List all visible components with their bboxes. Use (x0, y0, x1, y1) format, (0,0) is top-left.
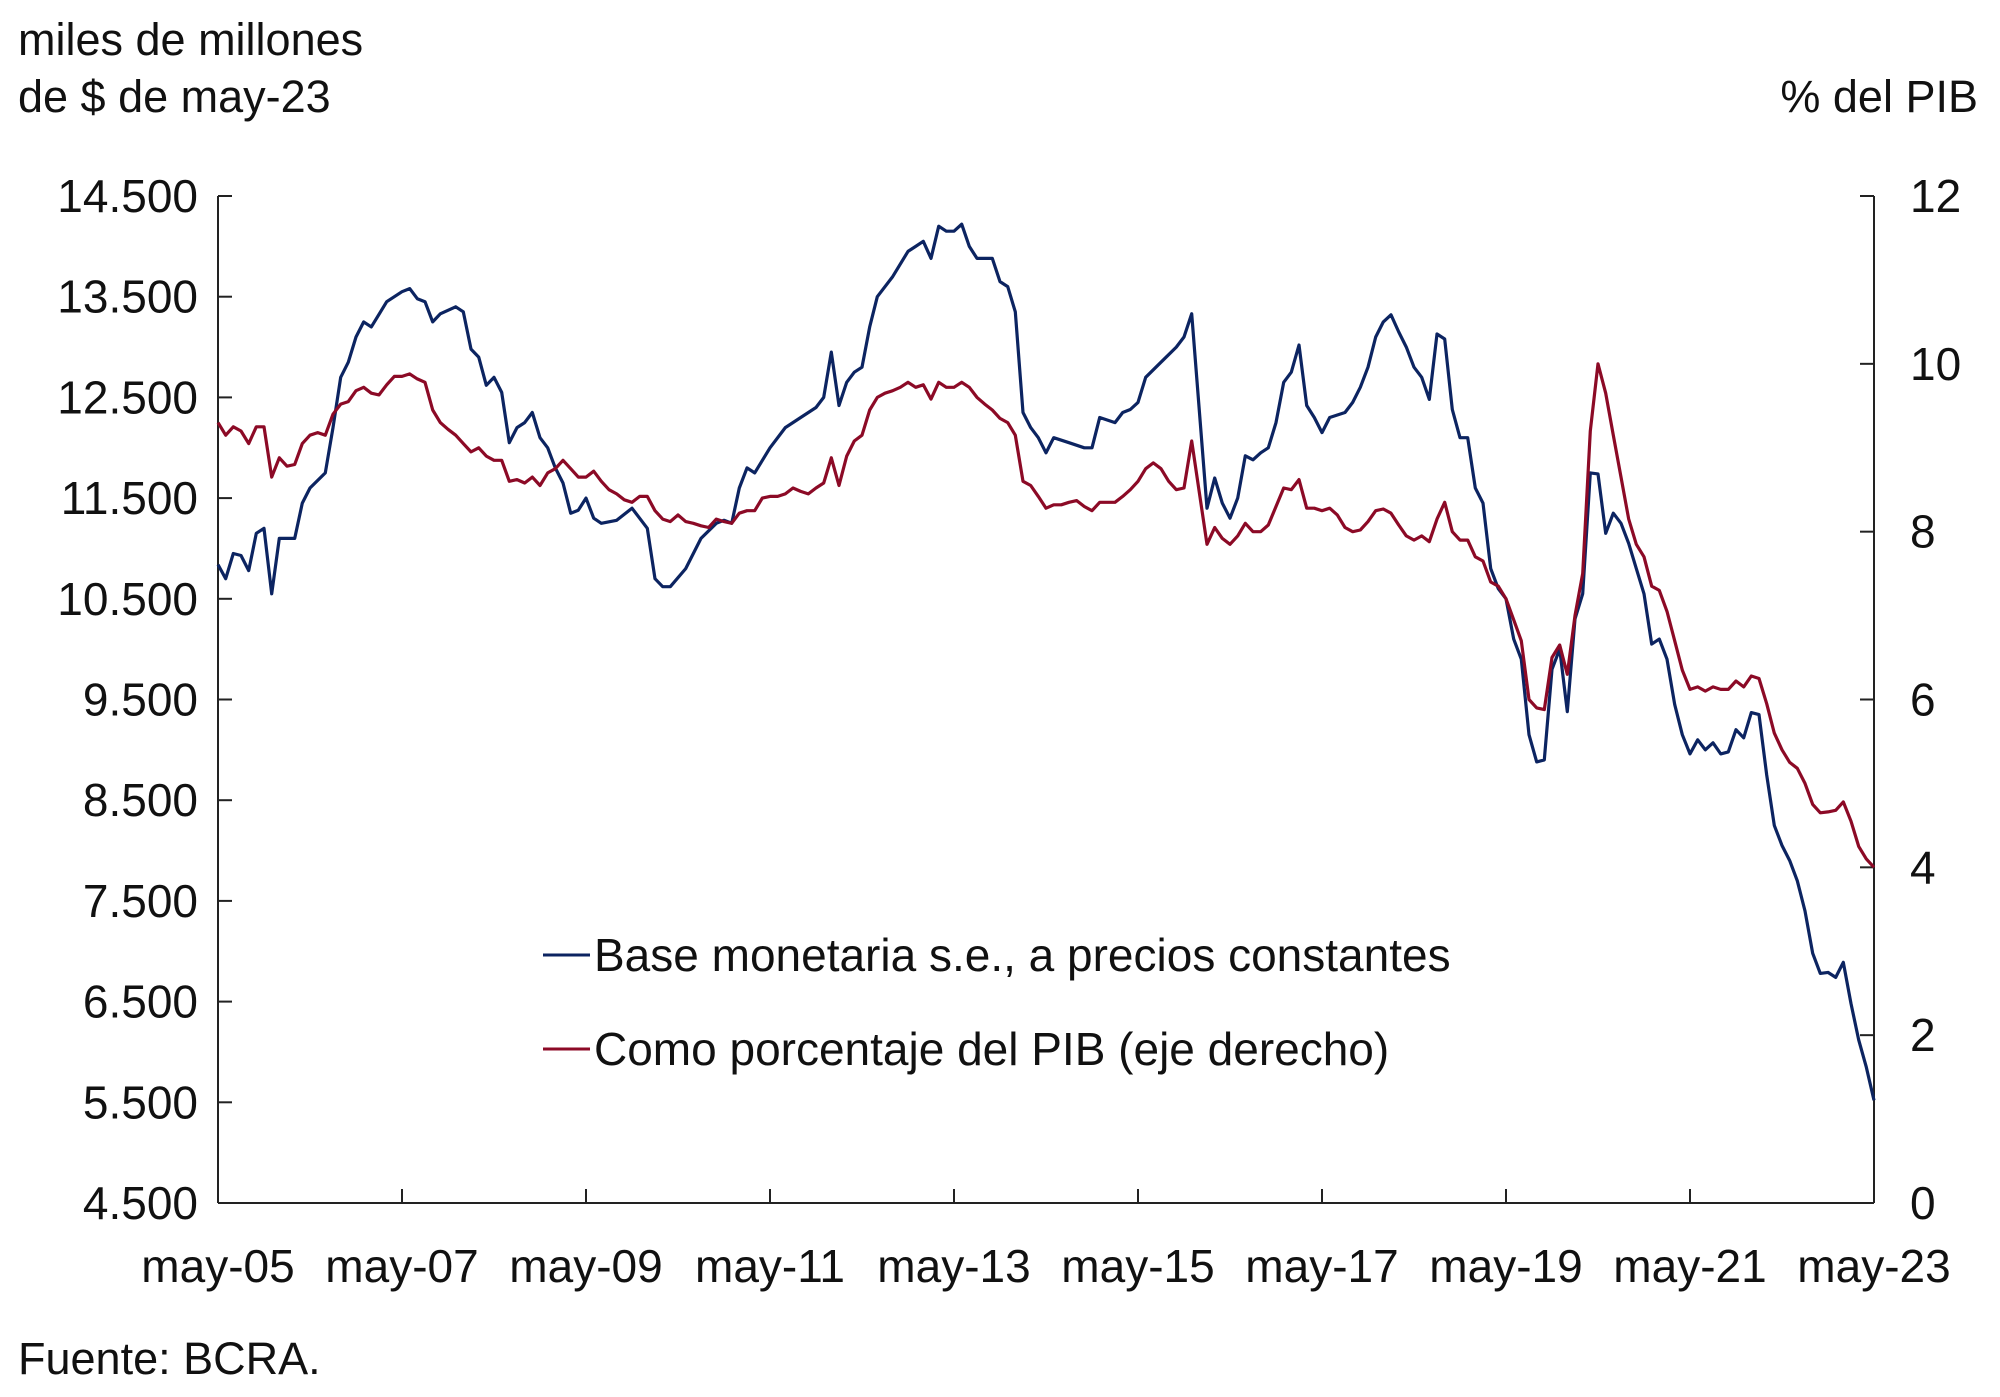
x-tick-label: may-09 (509, 1240, 662, 1292)
left-tick-label: 6.500 (83, 976, 198, 1028)
legend-label-base-monetaria: Base monetaria s.e., a precios constante… (594, 929, 1451, 981)
series-lines (216, 222, 1876, 1101)
x-tick-label: may-19 (1429, 1240, 1582, 1292)
right-tick-label: 0 (1910, 1177, 1936, 1229)
left-axis-title-line2: de $ de may-23 (18, 71, 331, 122)
x-tick-label: may-07 (325, 1240, 478, 1292)
left-tick-label: 7.500 (83, 875, 198, 927)
x-tick-label: may-17 (1245, 1240, 1398, 1292)
right-tick-label: 10 (1910, 338, 1961, 390)
left-tick-label: 4.500 (83, 1177, 198, 1229)
legend-label-pct-pib: Como porcentaje del PIB (eje derecho) (594, 1023, 1389, 1075)
x-tick-label: may-11 (695, 1240, 845, 1292)
series-line-base-monetaria (216, 222, 1876, 1101)
axes: 4.500 5.500 6.500 7.500 8.500 9.500 10.500 11.5… (57, 170, 1961, 1292)
left-axis-title-line1: miles de millones (18, 14, 363, 65)
right-tick-label: 4 (1910, 841, 1936, 893)
left-tick-label: 11.500 (61, 472, 198, 524)
right-tick-label: 6 (1910, 674, 1936, 726)
legend: Base monetaria s.e., a precios constante… (543, 929, 1451, 1075)
right-tick-label: 8 (1910, 506, 1936, 558)
x-tick-label: may-13 (877, 1240, 1030, 1292)
x-tick-label: may-15 (1061, 1240, 1214, 1292)
right-tick-label: 12 (1910, 170, 1961, 222)
left-tick-label: 14.500 (57, 170, 198, 222)
left-tick-label: 13.500 (57, 271, 198, 323)
right-tick-label: 2 (1910, 1009, 1936, 1061)
left-tick-label: 10.500 (57, 573, 198, 625)
source-note: Fuente: BCRA. (18, 1333, 321, 1384)
series-line-pct-pib (216, 362, 1876, 869)
x-tick-label: may-05 (141, 1240, 294, 1292)
left-tick-label: 8.500 (83, 774, 198, 826)
left-tick-label: 12.500 (57, 371, 198, 423)
right-axis-title: % del PIB (1780, 71, 1978, 122)
x-tick-label: may-21 (1613, 1240, 1766, 1292)
left-tick-label: 5.500 (83, 1076, 198, 1128)
x-tick-label: may-23 (1797, 1240, 1950, 1292)
left-tick-label: 9.500 (83, 674, 198, 726)
